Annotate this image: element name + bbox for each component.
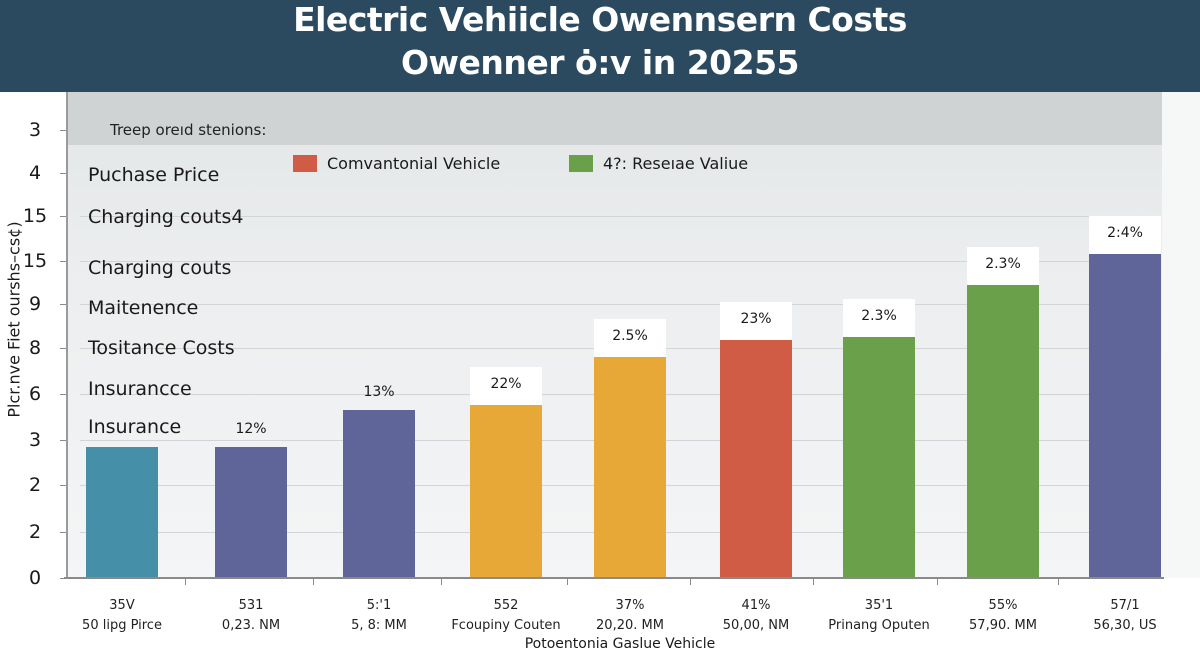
chart-title-line2: Owenner ȯ:v in 20255 — [400, 43, 800, 82]
x-axis-line — [64, 577, 1164, 579]
y-tick-label: 15 — [22, 205, 48, 227]
y-tick — [60, 485, 66, 486]
bar — [470, 405, 542, 578]
y-tick — [60, 304, 66, 305]
legend-swatch-resale — [569, 155, 593, 172]
y-tick-label: 3 — [28, 429, 42, 451]
x-tick-label: 35'1 Prinang Oputen — [809, 596, 949, 636]
legend-label-conventional: Comvantonial Vehicle — [327, 154, 501, 173]
y-tick — [60, 216, 66, 217]
y-tick — [60, 261, 66, 262]
x-tick — [690, 579, 691, 585]
bar-data-label: 2:4% — [1089, 216, 1161, 254]
plot-top-band — [68, 92, 1164, 145]
x-tick-label-line1: 35V — [109, 598, 135, 613]
annotation-category: Charging couts4 — [88, 206, 244, 228]
bar-data-label: 22% — [470, 367, 542, 405]
y-tick-label: 6 — [28, 383, 42, 405]
x-tick-label-line2: Prinang Oputen — [828, 618, 930, 633]
x-tick-label-line1: 552 — [493, 598, 519, 613]
x-tick-label: 531 0,23. NM — [181, 596, 321, 636]
y-tick-label: 2 — [28, 474, 42, 496]
bar — [343, 410, 415, 578]
annotation-category: Insurancce — [88, 378, 192, 400]
x-tick-label-line2: 50 lipg Pirce — [82, 618, 162, 633]
chart-header: Electric Vehiicle Owennsern Costs Owenne… — [0, 0, 1200, 92]
annotation-category: Tositance Costs — [88, 337, 235, 359]
legend-label-resale: 4?: Reseıae Valiue — [603, 154, 749, 173]
annotation-category: Maitenence — [88, 297, 199, 319]
bar — [967, 285, 1039, 578]
y-tick — [60, 173, 66, 174]
x-tick-label-line2: 20,20. MM — [596, 618, 664, 633]
x-tick — [185, 579, 186, 585]
x-tick-label: 37% 20,20. MM — [560, 596, 700, 636]
bar — [86, 447, 158, 578]
y-tick-label: 15 — [22, 250, 48, 272]
chart-title-line1: Electric Vehiicle Owennsern Costs — [293, 0, 907, 39]
x-tick-label: 55% 57,90. MM — [933, 596, 1073, 636]
x-tick-label: 57/1 56,30, US — [1055, 596, 1195, 636]
y-tick-label: 9 — [28, 293, 42, 315]
x-tick-label-line1: 41% — [741, 598, 771, 613]
y-tick — [60, 578, 66, 579]
x-axis-title: Potoentonia Gaslue Vehicle — [524, 636, 716, 652]
x-tick-label-line2: 5, 8: MM — [351, 618, 407, 633]
bar-data-label: 12% — [235, 421, 267, 437]
x-tick-label-line1: 37% — [615, 598, 645, 613]
gridline — [80, 261, 1160, 262]
y-tick — [60, 130, 66, 131]
y-tick-label: 2 — [28, 521, 42, 543]
y-axis-title: Plcr.nve Fiet ourshs–cs¢) — [4, 221, 24, 418]
legend-item-resale: 4?: Reseıae Valiue — [569, 154, 748, 173]
annotation-category: Charging couts — [88, 257, 232, 279]
x-tick-label-line2: Fcoupiny Couten — [451, 618, 561, 633]
x-tick-label-line1: 55% — [988, 598, 1018, 613]
y-tick — [60, 348, 66, 349]
x-tick-label: 552 Fcoupiny Couten — [436, 596, 576, 636]
y-tick — [60, 440, 66, 441]
y-tick-label: 3 — [28, 119, 42, 141]
bar-data-label: 2.3% — [843, 299, 915, 337]
bar — [215, 447, 287, 578]
x-tick — [441, 579, 442, 585]
x-tick-label-line2: 56,30, US — [1093, 618, 1157, 633]
legend-item-conventional: Comvantonial Vehicle — [293, 154, 500, 173]
gridline — [80, 304, 1160, 305]
x-tick — [813, 579, 814, 585]
y-tick — [60, 394, 66, 395]
annotation-header: Treep oreıd stenions: — [110, 121, 267, 139]
x-tick-label-line2: 57,90. MM — [969, 618, 1037, 633]
x-tick-label: 35V 50 lipg Pirce — [52, 596, 192, 636]
x-tick — [1058, 579, 1059, 585]
x-tick — [313, 579, 314, 585]
x-tick-label-line1: 531 — [238, 598, 264, 613]
annotation-category: Insurance — [88, 416, 182, 438]
bar-data-label: 2.5% — [594, 319, 666, 357]
bar — [843, 337, 915, 578]
x-tick-label-line1: 57/1 — [1110, 598, 1140, 613]
bar-data-label: 2.3% — [967, 247, 1039, 285]
bar — [1089, 254, 1161, 578]
x-tick — [567, 579, 568, 585]
bar — [720, 340, 792, 578]
plot-right-margin — [1162, 92, 1200, 578]
x-tick-label: 5:'1 5, 8: MM — [309, 596, 449, 636]
x-tick — [937, 579, 938, 585]
x-tick-label-line1: 5:'1 — [366, 598, 392, 613]
bar-data-label: 23% — [720, 302, 792, 340]
annotation-category: Puchase Price — [88, 164, 220, 186]
bar — [594, 357, 666, 578]
x-tick-label-line1: 35'1 — [864, 598, 894, 613]
gridline — [80, 216, 1160, 217]
y-tick-label: 8 — [28, 337, 42, 359]
y-tick-label: 0 — [28, 567, 42, 589]
y-tick-label: 4 — [28, 162, 42, 184]
y-tick — [60, 532, 66, 533]
x-tick-label-line2: 0,23. NM — [221, 618, 281, 633]
x-tick-label: 41% 50,00, NM — [686, 596, 826, 636]
x-tick-label-line2: 50,00, NM — [722, 618, 790, 633]
bar-data-label: 13% — [363, 384, 395, 400]
legend-swatch-conventional — [293, 155, 317, 172]
